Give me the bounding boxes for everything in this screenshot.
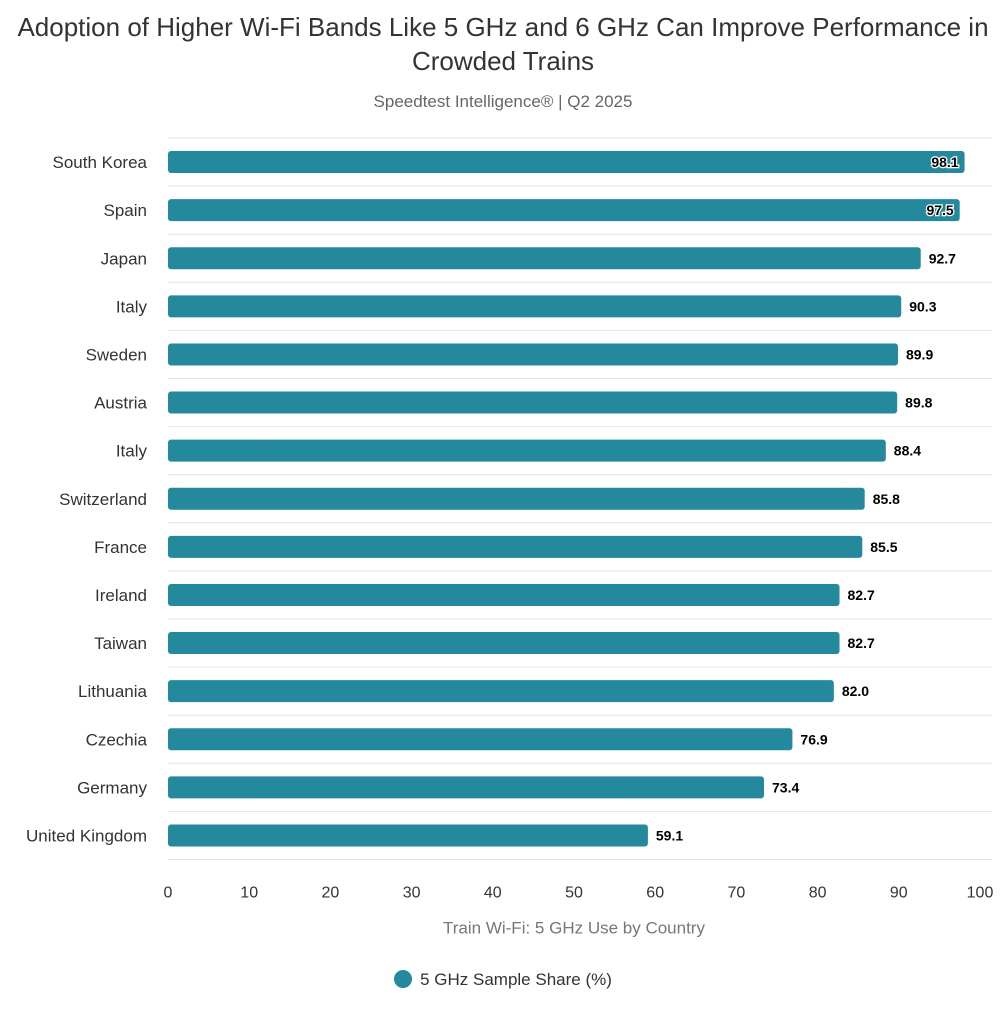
x-tick-label: 30 bbox=[403, 885, 421, 902]
x-tick-label: 60 bbox=[646, 885, 664, 902]
bar bbox=[168, 824, 648, 847]
category-label: Italy bbox=[116, 297, 148, 316]
data-label: 97.5 bbox=[926, 202, 953, 218]
category-label: Spain bbox=[104, 201, 147, 220]
x-tick-label: 0 bbox=[164, 885, 173, 902]
category-label: Austria bbox=[94, 394, 147, 413]
data-label: 92.7 bbox=[929, 250, 956, 266]
x-tick-label: 90 bbox=[890, 885, 908, 902]
x-tick-label: 80 bbox=[809, 885, 827, 902]
chart-title: Adoption of Higher Wi-Fi Bands Like 5 GH… bbox=[17, 12, 989, 76]
category-label: Germany bbox=[77, 778, 147, 797]
bar bbox=[168, 343, 898, 366]
data-label: 59.1 bbox=[656, 827, 683, 843]
x-tick-label: 20 bbox=[322, 885, 340, 902]
bar bbox=[168, 439, 886, 462]
data-label: 85.5 bbox=[870, 539, 897, 555]
bar bbox=[168, 680, 834, 703]
bar bbox=[168, 776, 765, 799]
data-label: 76.9 bbox=[800, 731, 827, 747]
data-label: 89.8 bbox=[905, 395, 932, 411]
category-label: France bbox=[94, 538, 147, 557]
bar bbox=[168, 295, 902, 318]
category-label: United Kingdom bbox=[26, 826, 147, 845]
category-label: Lithuania bbox=[78, 682, 148, 701]
bar bbox=[168, 583, 840, 606]
bar bbox=[168, 247, 921, 270]
x-tick-label: 70 bbox=[728, 885, 746, 902]
data-label: 98.1 bbox=[931, 154, 958, 170]
bar-chart: South Korea 98.1 Spain 97.5 Japan 92.7 Italy 90… bbox=[26, 137, 994, 938]
bar bbox=[168, 391, 898, 414]
bar bbox=[168, 728, 793, 751]
bar bbox=[168, 199, 960, 222]
data-label: 89.9 bbox=[906, 346, 933, 362]
data-label: 82.7 bbox=[848, 635, 875, 651]
category-label: Ireland bbox=[95, 586, 147, 605]
bar bbox=[168, 632, 840, 655]
legend[interactable]: 5 GHz Sample Share (%) bbox=[0, 970, 1006, 990]
data-label: 90.3 bbox=[909, 298, 936, 314]
data-label: 82.7 bbox=[848, 587, 875, 603]
category-label: Switzerland bbox=[59, 490, 147, 509]
data-label: 82.0 bbox=[842, 683, 869, 699]
legend-label: 5 GHz Sample Share (%) bbox=[420, 970, 612, 989]
category-label: Taiwan bbox=[94, 634, 147, 653]
x-tick-label: 50 bbox=[565, 885, 583, 902]
x-tick-label: 10 bbox=[240, 885, 258, 902]
bar bbox=[168, 151, 965, 174]
bar bbox=[168, 487, 865, 510]
x-tick-label: 100 bbox=[967, 885, 994, 902]
category-label: Sweden bbox=[86, 345, 147, 364]
chart-subtitle: Speedtest Intelligence® | Q2 2025 bbox=[373, 92, 633, 111]
category-label: Italy bbox=[116, 442, 148, 461]
bar bbox=[168, 535, 863, 558]
category-label: Japan bbox=[101, 249, 147, 268]
category-label: Czechia bbox=[86, 730, 148, 749]
data-label: 85.8 bbox=[873, 491, 900, 507]
data-label: 73.4 bbox=[772, 779, 799, 795]
data-label: 88.4 bbox=[894, 443, 921, 459]
category-label: South Korea bbox=[52, 153, 147, 172]
x-axis-title: Train Wi-Fi: 5 GHz Use by Country bbox=[443, 919, 705, 938]
x-tick-label: 40 bbox=[484, 885, 502, 902]
legend-marker bbox=[394, 970, 413, 988]
